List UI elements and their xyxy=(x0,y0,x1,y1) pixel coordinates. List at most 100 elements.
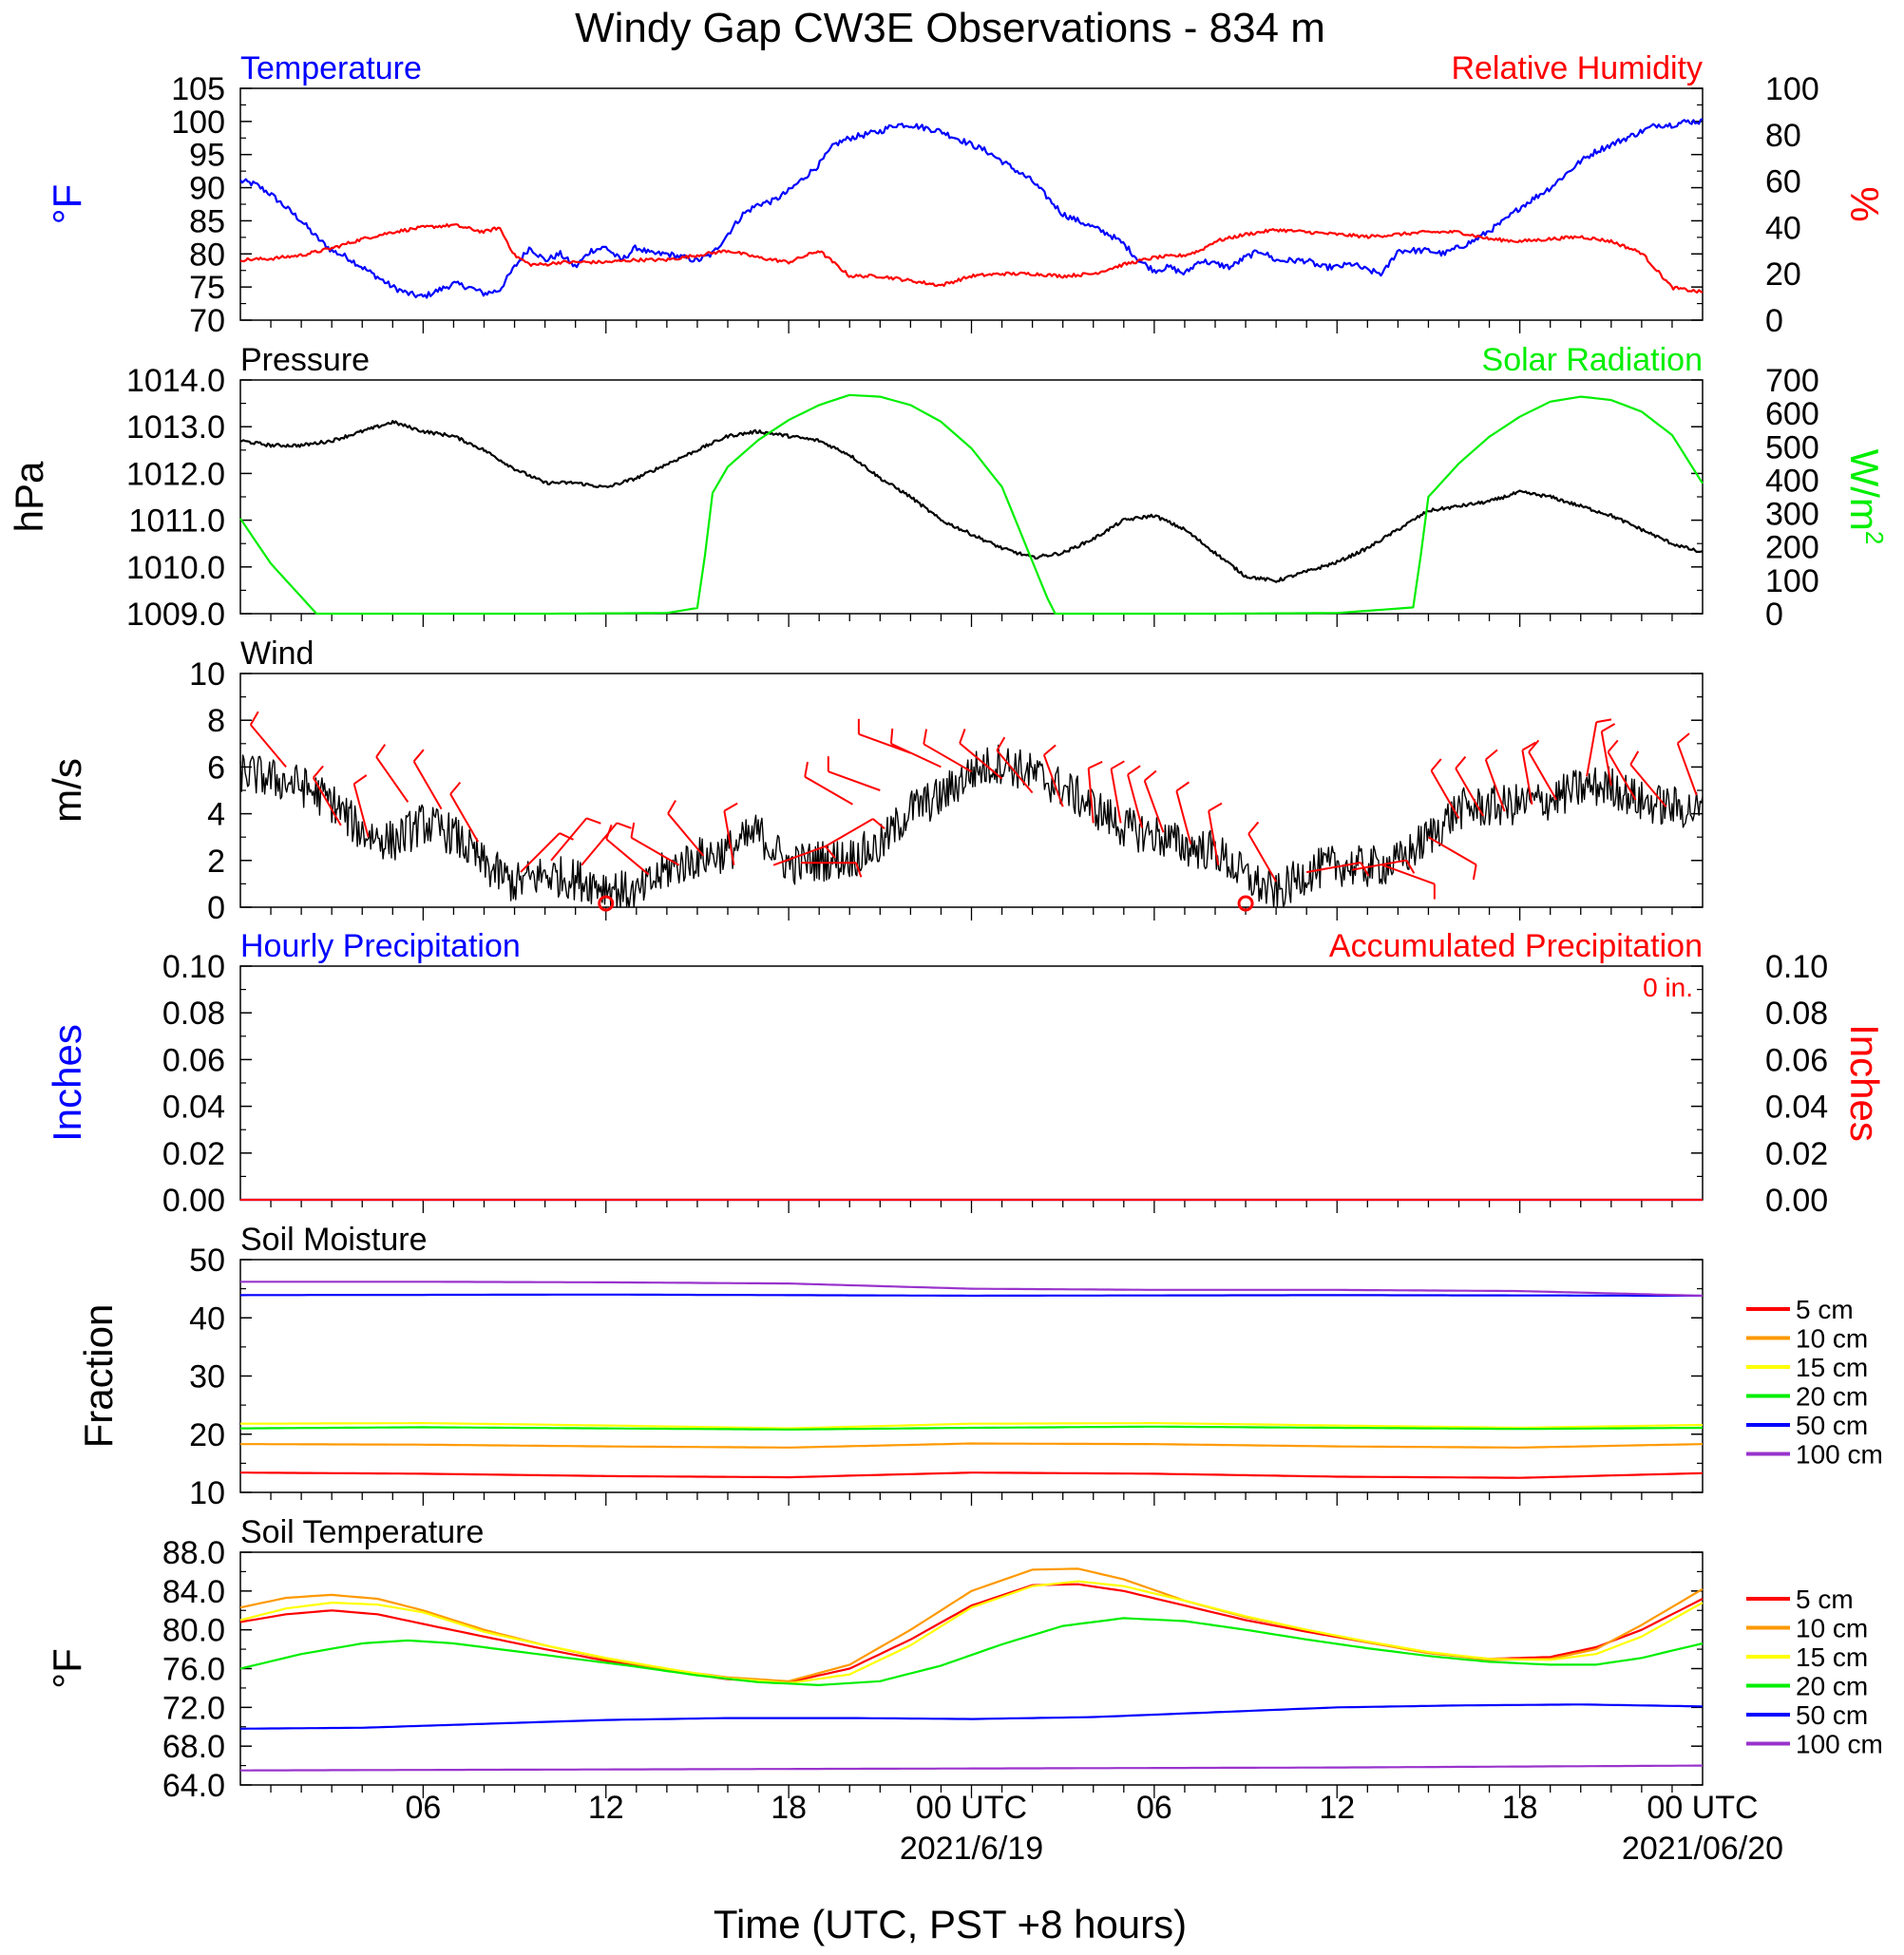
wind-barb-shaft xyxy=(1430,769,1460,820)
wind-barb-flag xyxy=(1208,802,1223,812)
wind-barb-shaft xyxy=(312,777,342,826)
y-tick-label-left: 88.0 xyxy=(162,1535,225,1571)
wind-barb-shaft xyxy=(605,838,650,876)
wind-barb xyxy=(1430,758,1460,820)
legend-label-100-cm: 100 cm xyxy=(1796,1730,1883,1759)
wind-barb-shaft xyxy=(1528,751,1557,801)
y-tick-label-left: 76.0 xyxy=(162,1652,225,1688)
wind-barb-flag xyxy=(923,729,928,745)
y-tick-label-right: 100 xyxy=(1765,71,1819,107)
wind-barb xyxy=(1676,732,1698,796)
x-date-label: 2021/06/20 xyxy=(1622,1831,1783,1867)
panel-frame xyxy=(239,965,1704,1201)
y-tick-label-left: 40 xyxy=(189,1300,225,1337)
wind-barb-flag xyxy=(249,711,259,726)
legend-label-10-cm: 10 cm xyxy=(1796,1324,1868,1354)
y-tick-label-left: 100 xyxy=(171,104,225,141)
series-line-20-cm xyxy=(239,1617,1704,1687)
y-tick-label-left: 20 xyxy=(189,1417,225,1453)
wind-barb-shaft xyxy=(412,760,443,810)
x-date-label: 2021/6/19 xyxy=(900,1831,1043,1867)
wind-barb-flag xyxy=(585,817,601,825)
wind-barb xyxy=(249,711,287,769)
y-tick-label-right: 0.06 xyxy=(1765,1042,1828,1078)
wind-barb-shaft xyxy=(1427,836,1477,866)
wind-barb xyxy=(412,749,443,810)
wind-barb-shaft xyxy=(449,793,479,843)
legend-label-20-cm: 20 cm xyxy=(1796,1382,1868,1412)
panel-title-left: Soil Temperature xyxy=(240,1514,484,1550)
wind-barb xyxy=(1143,769,1165,833)
y-tick-label-right: 100 xyxy=(1765,563,1819,599)
y-tick-label-left: 0.04 xyxy=(162,1090,225,1126)
wind-barb xyxy=(605,824,650,876)
wind-barb-shaft xyxy=(1586,721,1598,777)
y-tick-label-left: 1010.0 xyxy=(126,550,225,586)
wind-barb-flag xyxy=(872,818,885,830)
y-tick-label-left: 4 xyxy=(207,797,225,833)
wind-barb-shaft xyxy=(375,756,409,803)
wind-barb-flag xyxy=(1247,821,1260,835)
y-tick-label-left: 72.0 xyxy=(162,1690,225,1726)
wind-barb xyxy=(1352,859,1416,874)
panel-stack: 105100959085807570100806040200Temperatur… xyxy=(7,50,1889,1804)
y-tick-label-right: 300 xyxy=(1765,497,1819,533)
y-tick-label-left: 85 xyxy=(189,203,225,239)
panel-temp-rh: 105100959085807570100806040200Temperatur… xyxy=(45,50,1887,339)
y-tick-label-right: 200 xyxy=(1765,530,1819,566)
wind-barb xyxy=(1110,760,1125,824)
wind-barb-shaft xyxy=(1521,750,1533,805)
wind-barb-shaft xyxy=(352,783,370,838)
y-tick-label-left: 1009.0 xyxy=(126,597,225,633)
wind-barb-flag xyxy=(667,800,676,814)
wind-barb-flag xyxy=(1601,723,1616,732)
wind-barb-flag xyxy=(1175,781,1190,792)
wind-barb-flag xyxy=(1629,750,1640,766)
wind-barb xyxy=(520,832,574,873)
wind-barb xyxy=(352,774,370,838)
wind-barb-flag xyxy=(855,862,863,878)
series-line-100-cm xyxy=(240,1764,1703,1772)
y-axis-label-left: hPa xyxy=(7,461,51,532)
y-tick-label-left: 90 xyxy=(189,171,225,207)
wind-barb-flag xyxy=(1111,760,1125,770)
y-axis-label-right: % xyxy=(1842,186,1887,221)
x-axis: 06 12 18 00 UTC 06 12 18 00 UTC 2021/6/19 2021/06… xyxy=(405,1790,1783,1867)
wind-barb-flag xyxy=(1455,755,1467,769)
wind-barb xyxy=(1484,749,1506,812)
y-tick-label-right: 0 xyxy=(1765,303,1783,339)
wind-barb-shaft xyxy=(996,750,1034,794)
y-tick-label-right: 0.04 xyxy=(1765,1090,1828,1126)
series-line-pressure xyxy=(239,420,1704,583)
wind-barb xyxy=(550,817,601,862)
wind-barb-shaft xyxy=(828,770,881,791)
y-tick-label-right: 0 xyxy=(1765,597,1783,633)
y-tick-label-right: 80 xyxy=(1765,118,1801,154)
y-tick-label-left: 80 xyxy=(189,237,225,273)
x-tick-label: 06 xyxy=(405,1790,441,1826)
y-tick-label-right: 0.10 xyxy=(1765,949,1828,985)
panel-title-right: Solar Radiation xyxy=(1482,342,1703,378)
wind-barb-flag xyxy=(824,845,836,859)
legend-label-10-cm: 10 cm xyxy=(1796,1614,1868,1643)
wind-barb-flag xyxy=(1472,864,1477,881)
panel-frame xyxy=(239,1551,1704,1786)
panel-title-right: Relative Humidity xyxy=(1451,50,1703,86)
series-line-10-cm xyxy=(240,1442,1704,1449)
wind-barb-flag xyxy=(605,824,613,840)
y-tick-label-right: 20 xyxy=(1765,256,1801,293)
wind-barb-flag xyxy=(1144,769,1157,782)
wind-barb-flag xyxy=(723,802,738,812)
y-tick-label-left: 68.0 xyxy=(162,1729,225,1765)
y-axis-label-superscript: 2 xyxy=(1860,531,1889,544)
legend-label-5-cm: 5 cm xyxy=(1796,1585,1854,1614)
wind-barb xyxy=(1607,739,1637,801)
wind-barb-flag xyxy=(559,832,574,841)
wind-barb-shaft xyxy=(1676,743,1698,796)
wind-barb-shaft xyxy=(804,775,853,806)
wind-barb xyxy=(1629,750,1667,807)
x-tick-label: 18 xyxy=(771,1790,807,1826)
wind-barb xyxy=(1528,739,1557,801)
